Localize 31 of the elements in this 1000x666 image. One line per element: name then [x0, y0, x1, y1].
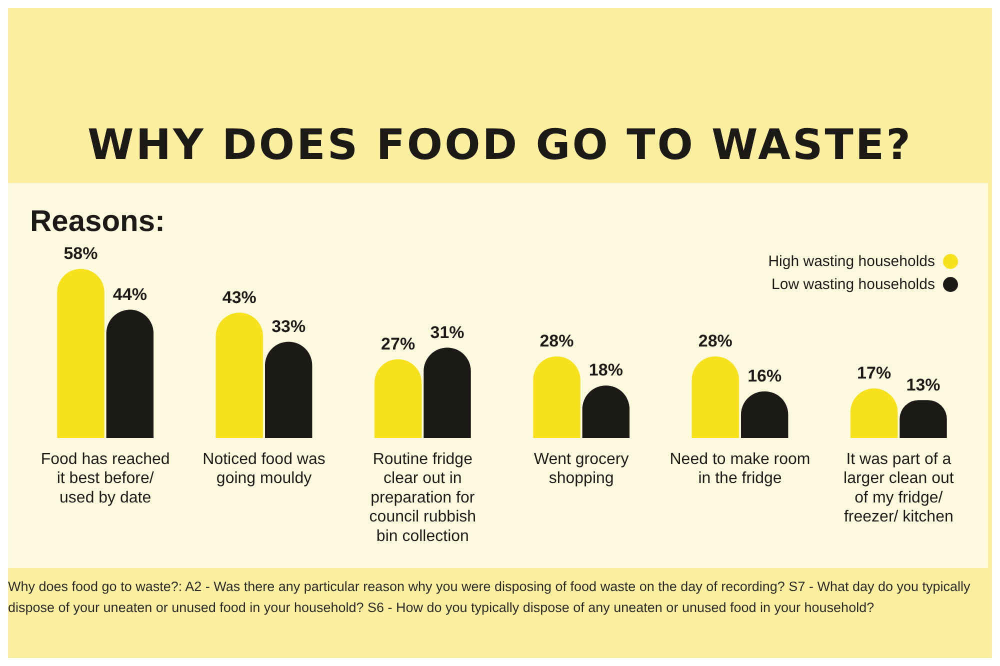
data-label: 28%: [540, 332, 574, 351]
data-label: 18%: [588, 360, 623, 380]
x-tick-label: Food has reached it best before/ used by date: [40, 451, 170, 506]
data-label: 17%: [857, 364, 892, 383]
data-label: 31%: [430, 322, 464, 342]
data-label: 27%: [381, 334, 416, 354]
x-tick-label: It was part of a larger clean out of my fridge/ freezer/ kitchen: [844, 451, 954, 526]
bar: [264, 342, 312, 438]
legend-label: High wasting households: [768, 253, 935, 270]
data-label: 28%: [698, 332, 732, 351]
bar: [216, 312, 264, 438]
chart-subtitle: Reasons:: [30, 205, 166, 239]
data-label: 33%: [272, 316, 306, 336]
bar: [692, 356, 740, 438]
x-tick-label: Need to make room in the fridge: [670, 451, 810, 488]
text: Why does food go to waste?: A2 - Was there any particular reason why you were disposing of food waste on the day of recording? S7 - What day do you typically dispose of your uneaten or unused food in your household? S6 - How do you typically dispose of any uneaten or unused food in your household?: [8, 578, 972, 617]
bar: [533, 356, 580, 438]
bar: [424, 348, 471, 438]
legend-label: Low wasting households: [772, 276, 935, 293]
x-tick-label: Went grocery shopping: [534, 451, 629, 488]
data-label: 16%: [748, 366, 782, 386]
bar: [57, 268, 104, 438]
data-label: 44%: [112, 284, 147, 304]
data-label: 13%: [906, 375, 940, 394]
x-tick-label: Routine fridge clear out in preparation for council rubbish bin collection: [369, 451, 476, 545]
bar: [106, 310, 154, 438]
bar: [374, 359, 422, 438]
data-label: 43%: [222, 288, 256, 307]
chart-title: WHY DOES FOOD GO TO WASTE?: [86, 120, 914, 169]
data-label: 58%: [64, 244, 98, 264]
x-tick-label: Noticed food was going mouldy: [202, 451, 326, 488]
